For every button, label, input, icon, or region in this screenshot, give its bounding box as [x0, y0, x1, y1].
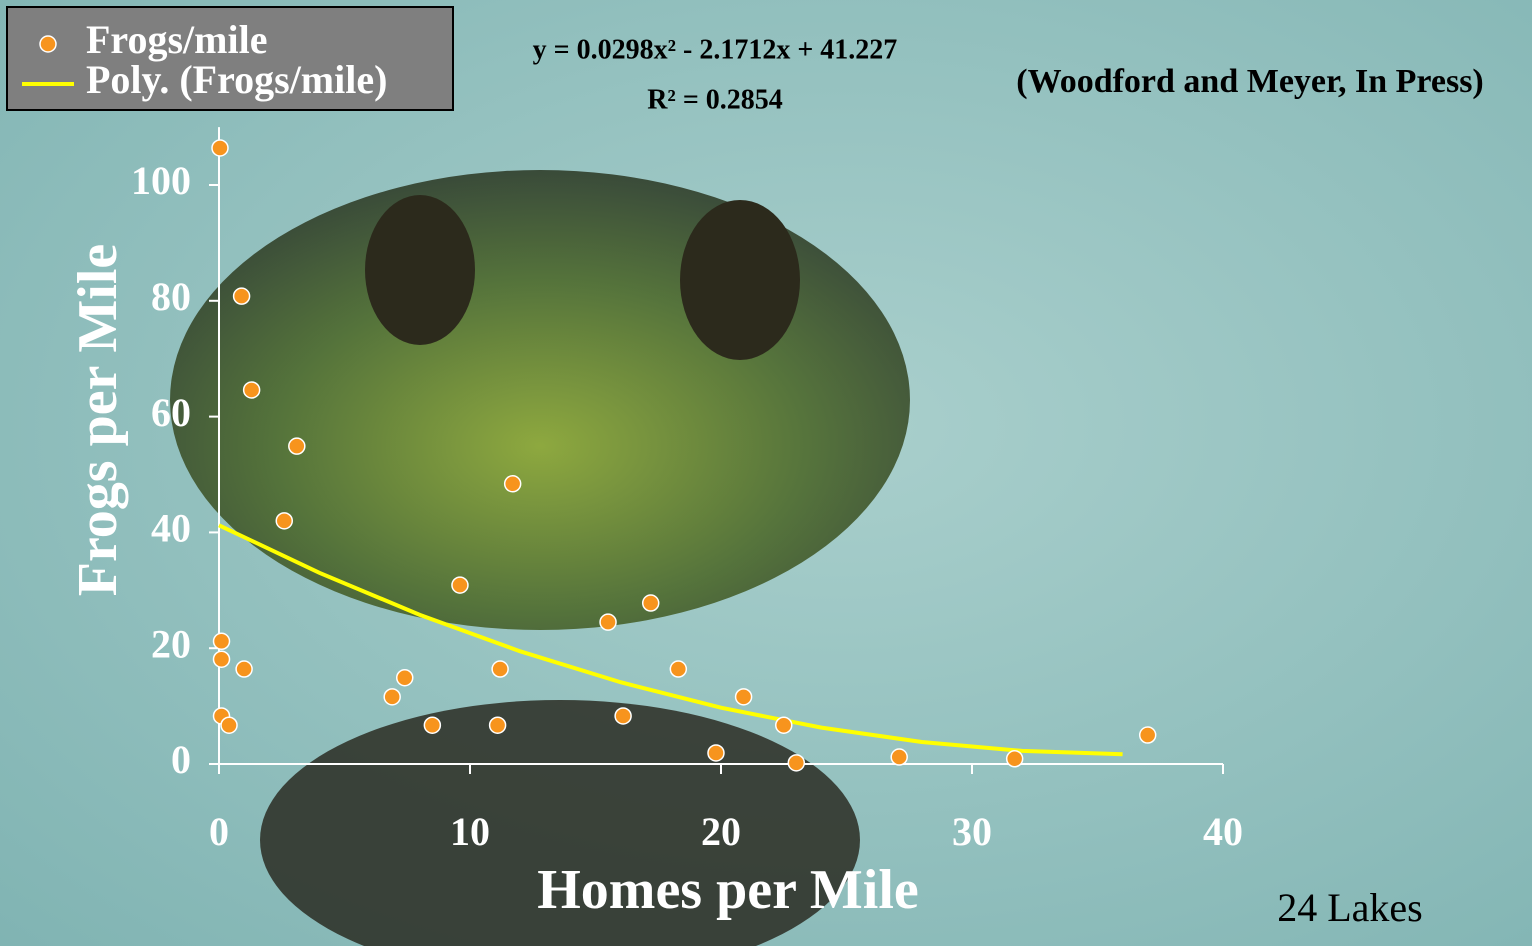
source: (Woodford and Meyer, In Press)	[1016, 63, 1484, 100]
point	[599, 613, 617, 631]
point	[242, 381, 261, 399]
y-tick-label: 0	[171, 737, 191, 782]
point	[212, 632, 231, 651]
point	[1138, 726, 1157, 744]
point	[488, 716, 507, 734]
point	[235, 660, 253, 678]
x-tick-label: 40	[1203, 809, 1243, 854]
point	[423, 716, 442, 734]
y-tick-label: 80	[151, 274, 191, 319]
point	[451, 576, 469, 594]
point	[232, 287, 251, 305]
point	[1005, 750, 1024, 768]
point	[775, 716, 793, 734]
point	[212, 650, 231, 668]
point	[211, 139, 229, 157]
frog-eye	[365, 195, 475, 345]
y-tick-label: 100	[131, 158, 191, 203]
point	[641, 594, 660, 612]
point	[491, 660, 509, 678]
x-axis-label: Homes per Mile	[537, 859, 919, 921]
trend-line	[218, 523, 1123, 757]
point	[383, 688, 401, 706]
point	[787, 754, 806, 772]
legend-marker	[39, 35, 57, 53]
point	[220, 716, 238, 734]
frog-head	[170, 170, 910, 630]
point	[614, 707, 632, 725]
point	[395, 668, 414, 687]
y-tick-label: 20	[151, 621, 191, 666]
frog-eye	[680, 200, 800, 360]
point	[734, 688, 753, 706]
y-tick-label: 40	[151, 506, 191, 551]
point	[503, 475, 522, 493]
point	[669, 660, 688, 678]
point	[275, 512, 294, 530]
x-tick-label: 30	[952, 809, 992, 854]
r-squared: R² = 0.2854	[647, 84, 783, 115]
legend-label: Poly. (Frogs/mile)	[86, 57, 387, 102]
point	[890, 748, 908, 766]
frog-reflection	[260, 700, 860, 946]
x-tick-label: 20	[701, 809, 741, 854]
x-tick-label: 0	[209, 809, 229, 854]
legend-box	[6, 6, 454, 111]
note: 24 Lakes	[1277, 885, 1423, 930]
y-axis-label: Frogs per Mile	[67, 244, 129, 597]
equation: y = 0.0298x² - 2.1712x + 41.227	[533, 34, 898, 65]
y-tick-label: 60	[151, 390, 191, 435]
point	[288, 437, 306, 455]
point	[707, 744, 725, 762]
x-tick-label: 10	[450, 809, 490, 854]
legend-label: Frogs/mile	[86, 17, 267, 62]
